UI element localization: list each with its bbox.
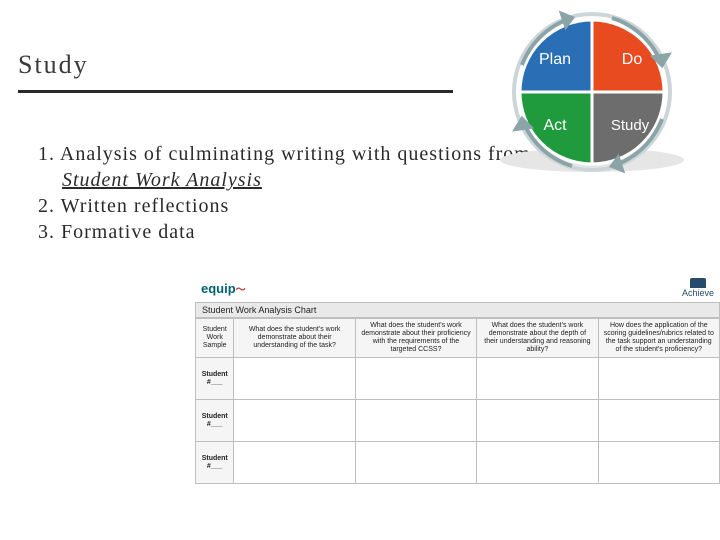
pdsa-wheel: Plan Do Act Study: [482, 10, 702, 170]
col-1: What does the student's work demonstrate…: [234, 319, 355, 358]
row-3-hdr: Student #___: [196, 442, 234, 484]
pdsa-label-study: Study: [611, 117, 650, 134]
col-2: What does the student's work demonstrate…: [355, 319, 476, 358]
analysis-chart: equip〜 Achieve Student Work Analysis Cha…: [195, 278, 720, 484]
body-line-3: 2. Written reflections: [38, 193, 720, 219]
pdsa-label-plan: Plan: [539, 51, 571, 68]
pdsa-label-do: Do: [622, 51, 643, 68]
equip-logo: equip〜: [201, 281, 246, 296]
table-row: Student #___: [196, 400, 720, 442]
table-row: Student #___: [196, 442, 720, 484]
col-3: What does the student's work demonstrate…: [477, 319, 598, 358]
row-2-hdr: Student #___: [196, 400, 234, 442]
rowhdr-title: Student Work Sample: [196, 319, 234, 358]
col-4: How does the application of the scoring …: [598, 319, 719, 358]
body-line-4: 3. Formative data: [38, 219, 720, 245]
table-row: Student #___: [196, 358, 720, 400]
row-1-hdr: Student #___: [196, 358, 234, 400]
pdsa-label-act: Act: [543, 117, 567, 134]
achieve-logo: Achieve: [682, 278, 714, 298]
analysis-table: Student Work Sample What does the studen…: [195, 318, 720, 484]
chart-title: Student Work Analysis Chart: [195, 302, 720, 318]
